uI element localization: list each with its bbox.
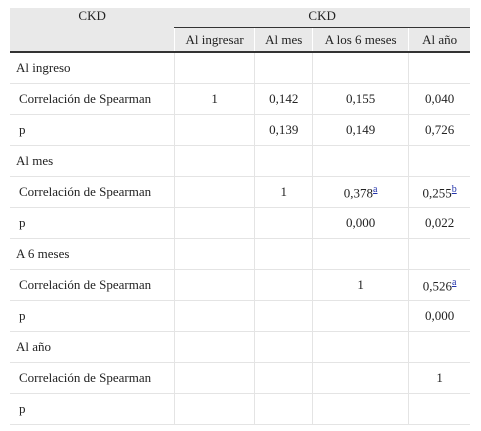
row-label: Correlación de Spearman xyxy=(10,362,175,394)
cell xyxy=(312,300,409,332)
cell xyxy=(254,238,313,270)
cell xyxy=(173,114,255,146)
cell-value: 0,378 xyxy=(343,185,374,201)
cell xyxy=(173,207,255,239)
section-label: Al mes xyxy=(10,145,175,177)
cell xyxy=(254,145,313,177)
cell: 1 xyxy=(312,269,409,301)
cell xyxy=(254,207,313,239)
cell: 0,040 xyxy=(408,83,470,115)
cell xyxy=(173,52,255,84)
cell: 0,255b xyxy=(408,176,470,208)
cell xyxy=(312,238,409,270)
cell xyxy=(408,145,470,177)
data-row: p 0,000 xyxy=(10,300,470,332)
header-row: CKD CKD xyxy=(10,8,470,28)
cell: 1 xyxy=(254,176,313,208)
cell xyxy=(408,238,470,270)
cell xyxy=(173,393,255,425)
row-label: p xyxy=(10,300,175,332)
cell: 0,726 xyxy=(408,114,470,146)
data-row: Correlación de Spearman 1 0,378a 0,255b xyxy=(10,176,470,208)
footnote: a xyxy=(373,183,377,195)
cell: 0,155 xyxy=(312,83,409,115)
cell xyxy=(254,331,313,363)
column-header: Al año xyxy=(408,27,470,53)
cell: 1 xyxy=(408,362,470,394)
cell xyxy=(312,331,409,363)
data-row: p 0,139 0,149 0,726 xyxy=(10,114,470,146)
table-body: Al ingreso Correlación de Spearman 1 0,142 0… xyxy=(10,52,470,425)
footnote-link[interactable]: a xyxy=(373,183,378,195)
cell xyxy=(312,393,409,425)
data-row: Correlación de Spearman 1 xyxy=(10,362,470,394)
cell xyxy=(254,269,313,301)
cell xyxy=(408,393,470,425)
cell xyxy=(254,362,313,394)
column-header: Al mes xyxy=(254,27,313,53)
footnote: a xyxy=(452,276,456,288)
cell: 0,526a xyxy=(408,269,470,301)
cell xyxy=(173,331,255,363)
section-row: Al mes xyxy=(10,145,470,177)
cell xyxy=(312,145,409,177)
cell xyxy=(254,300,313,332)
data-row: p xyxy=(10,393,470,425)
section-row: A 6 meses xyxy=(10,238,470,270)
cell: 0,149 xyxy=(312,114,409,146)
cell xyxy=(173,238,255,270)
cell: 0,022 xyxy=(408,207,470,239)
header-cell: CKD xyxy=(174,8,470,28)
row-label: p xyxy=(10,207,175,239)
section-label: A 6 meses xyxy=(10,238,175,270)
header-cell: CKD xyxy=(10,8,175,28)
cell xyxy=(312,52,409,84)
cell xyxy=(254,52,313,84)
row-label: Correlación de Spearman xyxy=(10,176,175,208)
cell: 0,000 xyxy=(312,207,409,239)
column-header: A los 6 meses xyxy=(312,27,409,53)
cell xyxy=(173,300,255,332)
cell: 0,378a xyxy=(312,176,409,208)
section-row: Al ingreso xyxy=(10,52,470,84)
header-row: Al ingresar Al mes A los 6 meses Al año xyxy=(10,27,470,53)
cell xyxy=(408,331,470,363)
footnote-link[interactable]: b xyxy=(451,183,457,195)
cell: 1 xyxy=(173,83,255,115)
header-cell xyxy=(10,27,175,53)
cell-value: 0,526 xyxy=(422,278,452,294)
cell xyxy=(173,269,255,301)
cell: 0,142 xyxy=(254,83,313,115)
cell xyxy=(173,145,255,177)
cell: 0,000 xyxy=(408,300,470,332)
cell xyxy=(173,176,255,208)
footnote-link[interactable]: a xyxy=(451,276,457,288)
data-row: Correlación de Spearman 1 0,142 0,155 0,040 xyxy=(10,83,470,115)
column-header: Al ingresar xyxy=(173,27,255,53)
data-row: p 0,000 0,022 xyxy=(10,207,470,239)
footnote: b xyxy=(452,183,457,195)
cell xyxy=(408,52,470,84)
section-label: Al año xyxy=(10,331,175,363)
table: CKD CKD Al ingresar Al mes A los 6 meses Al… xyxy=(10,8,470,425)
row-label: Correlación de Spearman xyxy=(10,269,175,301)
section-label: Al ingreso xyxy=(10,52,175,84)
data-row: Correlación de Spearman 1 0,526a xyxy=(10,269,470,301)
cell-value: 0,255 xyxy=(422,185,452,201)
cell xyxy=(312,362,409,394)
cell: 0,139 xyxy=(254,114,313,146)
cell xyxy=(254,393,313,425)
row-label: p xyxy=(10,114,175,146)
section-row: Al año xyxy=(10,331,470,363)
cell xyxy=(173,362,255,394)
row-label: p xyxy=(10,393,175,425)
row-label: Correlación de Spearman xyxy=(10,83,175,115)
